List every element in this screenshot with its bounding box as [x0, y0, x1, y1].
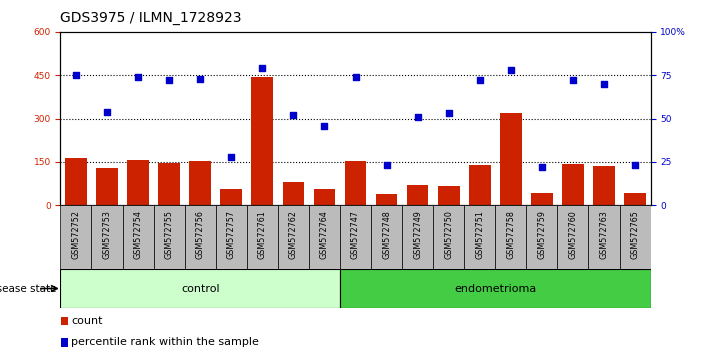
Bar: [127, 160, 149, 205]
Bar: [60, 205, 92, 269]
Point: [412, 114, 423, 120]
Bar: [402, 205, 433, 269]
Bar: [438, 185, 459, 205]
Bar: [345, 161, 366, 205]
Bar: [65, 158, 87, 205]
Bar: [220, 189, 242, 205]
Bar: [407, 185, 429, 205]
Bar: [252, 77, 273, 205]
Text: GSM572747: GSM572747: [351, 210, 360, 259]
Text: GSM572751: GSM572751: [475, 210, 484, 259]
Text: GSM572758: GSM572758: [506, 210, 515, 259]
Text: control: control: [181, 284, 220, 293]
Text: disease state: disease state: [0, 284, 57, 293]
Bar: [562, 164, 584, 205]
Bar: [215, 205, 247, 269]
Text: GSM572757: GSM572757: [227, 210, 236, 259]
Point: [132, 74, 144, 80]
Bar: [624, 193, 646, 205]
Point: [70, 73, 82, 78]
Bar: [375, 194, 397, 205]
Bar: [189, 161, 211, 205]
Point: [474, 78, 486, 83]
Point: [350, 74, 361, 80]
Bar: [92, 205, 122, 269]
Point: [257, 65, 268, 71]
Bar: [531, 193, 552, 205]
Bar: [526, 205, 557, 269]
Bar: [619, 205, 651, 269]
Text: GSM572748: GSM572748: [382, 210, 391, 259]
Point: [319, 123, 330, 129]
Bar: [282, 182, 304, 205]
Point: [225, 154, 237, 160]
Bar: [464, 205, 496, 269]
Point: [195, 76, 206, 81]
Text: GSM572759: GSM572759: [538, 210, 546, 259]
Text: GSM572762: GSM572762: [289, 210, 298, 259]
Point: [443, 110, 454, 116]
Bar: [122, 205, 154, 269]
Bar: [247, 205, 278, 269]
Text: GSM572756: GSM572756: [196, 210, 205, 259]
Text: GDS3975 / ILMN_1728923: GDS3975 / ILMN_1728923: [60, 11, 242, 25]
Text: GSM572752: GSM572752: [72, 210, 80, 259]
Bar: [371, 205, 402, 269]
Text: GSM572761: GSM572761: [258, 210, 267, 259]
Bar: [340, 269, 651, 308]
Bar: [309, 205, 340, 269]
Bar: [278, 205, 309, 269]
Point: [536, 164, 547, 170]
Bar: [154, 205, 185, 269]
Point: [288, 112, 299, 118]
Point: [598, 81, 609, 87]
Point: [381, 162, 392, 168]
Bar: [500, 113, 522, 205]
Bar: [469, 165, 491, 205]
Bar: [340, 205, 371, 269]
Text: GSM572749: GSM572749: [413, 210, 422, 259]
Bar: [496, 205, 526, 269]
Text: GSM572764: GSM572764: [320, 210, 329, 259]
Text: GSM572765: GSM572765: [631, 210, 639, 259]
Bar: [433, 205, 464, 269]
Point: [164, 78, 175, 83]
Text: GSM572753: GSM572753: [102, 210, 112, 259]
Bar: [60, 269, 340, 308]
Text: percentile rank within the sample: percentile rank within the sample: [71, 337, 259, 348]
Point: [102, 109, 113, 114]
Bar: [159, 164, 180, 205]
Text: GSM572760: GSM572760: [568, 210, 577, 259]
Bar: [96, 168, 118, 205]
Text: GSM572750: GSM572750: [444, 210, 453, 259]
Point: [629, 162, 641, 168]
Bar: [314, 189, 336, 205]
Bar: [593, 166, 615, 205]
Text: GSM572763: GSM572763: [599, 210, 609, 259]
Bar: [589, 205, 619, 269]
Text: endometrioma: endometrioma: [454, 284, 536, 293]
Point: [505, 67, 516, 73]
Bar: [185, 205, 215, 269]
Bar: [557, 205, 589, 269]
Text: GSM572754: GSM572754: [134, 210, 143, 259]
Text: GSM572755: GSM572755: [165, 210, 173, 259]
Text: count: count: [71, 316, 102, 326]
Point: [567, 78, 579, 83]
